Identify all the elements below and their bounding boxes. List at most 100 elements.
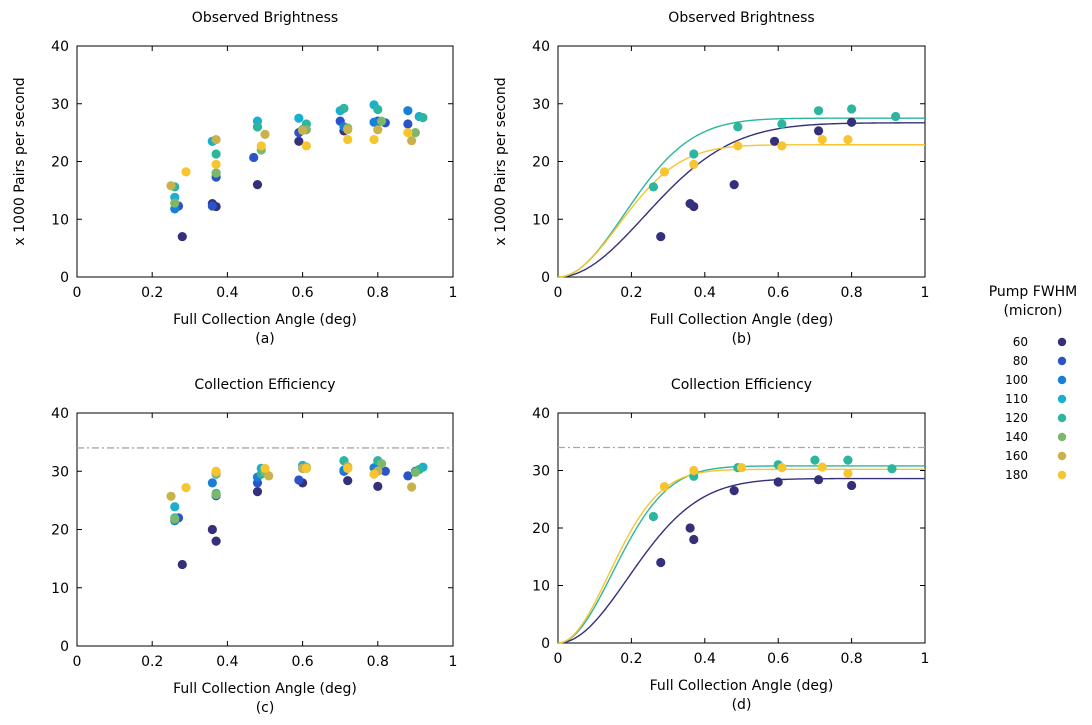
series-180 — [181, 128, 413, 177]
fit-curve-120 — [557, 465, 925, 644]
x-tick-label: 0 — [554, 285, 563, 301]
data-point — [843, 134, 853, 145]
y-tick-label: 40 — [532, 406, 550, 422]
x-tick-label: 0.4 — [216, 285, 238, 301]
data-point — [211, 149, 221, 159]
data-point — [810, 455, 820, 465]
x-tick-label: 0.4 — [694, 285, 716, 301]
panel-title: Collection Efficiency — [194, 377, 335, 393]
data-point — [343, 134, 353, 145]
data-point — [407, 136, 417, 146]
y-tick-label: 40 — [51, 406, 69, 422]
fit-curve-180 — [557, 144, 925, 278]
data-point — [252, 122, 263, 132]
data-point — [170, 514, 180, 524]
data-point — [170, 198, 180, 208]
data-point — [260, 463, 270, 473]
y-axis-label: x 1000 Pairs per second — [493, 77, 509, 245]
y-tick-label: 0 — [60, 639, 69, 655]
y-tick-label: 0 — [541, 636, 550, 652]
data-point — [373, 104, 383, 115]
legend-entry-180: 180 — [1005, 468, 1067, 482]
x-tick-label: 0.8 — [840, 285, 862, 301]
x-tick-label: 0.2 — [620, 651, 642, 667]
legend-marker — [1057, 470, 1067, 480]
legend-entry-label: 110 — [1005, 392, 1028, 406]
data-point — [294, 475, 304, 485]
y-tick-label: 10 — [51, 212, 69, 228]
legend-marker — [1057, 394, 1067, 404]
data-point — [170, 502, 180, 512]
data-point — [843, 455, 853, 465]
y-tick-label: 40 — [532, 39, 550, 55]
legend-entry-label: 100 — [1005, 373, 1028, 387]
data-point — [659, 167, 670, 177]
x-tick-label: 1 — [921, 651, 930, 667]
legend-title-line2: (micron) — [1003, 303, 1062, 319]
x-tick-label: 0.6 — [291, 654, 313, 670]
data-point — [177, 231, 187, 242]
data-point — [847, 480, 857, 491]
data-point — [166, 491, 176, 501]
data-point — [166, 181, 176, 191]
data-point — [373, 125, 383, 135]
panel-caption: (a) — [255, 331, 275, 347]
series-60 — [177, 475, 383, 570]
x-tick-label: 1 — [921, 285, 930, 301]
data-point — [843, 468, 853, 478]
series-120 — [170, 456, 424, 523]
data-point — [847, 117, 857, 127]
legend-entry-110: 110 — [1005, 392, 1067, 406]
x-tick-label: 0 — [73, 285, 82, 301]
series-160 — [166, 461, 417, 501]
legend-marker — [1057, 451, 1067, 461]
y-tick-label: 30 — [51, 464, 69, 480]
data-point — [777, 141, 787, 151]
data-point — [339, 103, 349, 113]
data-point — [656, 557, 666, 568]
x-tick-label: 0.4 — [694, 651, 716, 667]
legend-entry-80: 80 — [1013, 354, 1067, 368]
series-180 — [659, 134, 853, 177]
x-tick-label: 0.8 — [367, 654, 389, 670]
x-tick-label: 0.2 — [141, 654, 163, 670]
data-point — [685, 523, 695, 533]
y-tick-label: 10 — [532, 212, 550, 228]
data-point — [211, 159, 221, 169]
data-point — [729, 486, 739, 496]
data-point — [777, 119, 787, 129]
plot-frame — [557, 45, 926, 278]
data-point — [891, 111, 901, 122]
data-point — [403, 471, 413, 481]
data-point — [301, 141, 311, 151]
data-point — [689, 159, 699, 169]
data-point — [298, 125, 308, 135]
data-point — [181, 167, 191, 177]
legend-title-line1: Pump FWHM — [989, 284, 1078, 300]
x-tick-label: 0.2 — [620, 285, 642, 301]
legend-marker — [1057, 375, 1067, 385]
data-point — [211, 536, 221, 546]
y-tick-label: 10 — [532, 579, 550, 595]
data-point — [211, 489, 221, 500]
legend-entry-label: 60 — [1013, 335, 1028, 349]
data-point — [369, 117, 379, 127]
fit-curve-60 — [557, 477, 925, 644]
data-point — [813, 475, 824, 485]
x-tick-label: 0 — [554, 651, 563, 667]
x-axis-label: Full Collection Angle (deg) — [173, 312, 357, 328]
legend-marker — [1057, 337, 1067, 347]
y-tick-label: 20 — [51, 155, 69, 171]
data-point — [410, 467, 420, 478]
y-tick-label: 10 — [51, 581, 69, 597]
fit-curve-60 — [557, 122, 925, 278]
y-tick-label: 20 — [532, 521, 550, 537]
y-tick-label: 30 — [532, 464, 550, 480]
legend: Pump FWHM (micron) 60 80 100 110 120 140 160 18… — [989, 284, 1078, 482]
y-tick-label: 20 — [51, 523, 69, 539]
data-point — [380, 466, 390, 476]
